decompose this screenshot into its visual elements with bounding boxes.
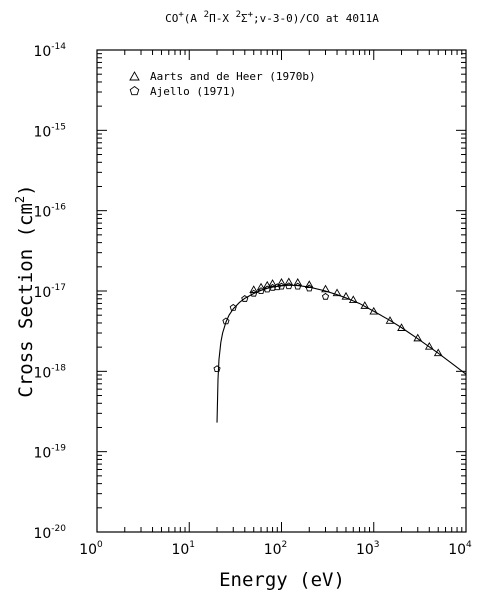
fit-curve (216, 284, 467, 423)
data-point-pentagon (294, 282, 302, 290)
series-aarts-de-heer (249, 277, 443, 357)
data-point-triangle (413, 333, 423, 342)
data-point-triangle (293, 278, 303, 286)
chart-title: CO+(A 2Π-X 2Σ+;v-3-0)/CO at 4011A (165, 10, 379, 25)
data-point-pentagon (273, 283, 281, 291)
legend-item-aarts: Aarts and de Heer (1970b) (129, 70, 316, 83)
y-tick-label: 10-14 (33, 42, 66, 60)
data-point-triangle (397, 323, 406, 331)
y-axis-tick-labels: 10-14 10-15 10-16 10-17 10-18 10-19 10-20 (33, 42, 66, 542)
data-point-triangle (348, 295, 358, 303)
y-tick-label: 10-16 (33, 203, 66, 221)
data-point-triangle (249, 285, 259, 293)
y-tick-label: 10-20 (33, 524, 66, 542)
data-point-pentagon (229, 303, 237, 311)
x-tick-label: 104 (448, 540, 472, 558)
data-point-pentagon (257, 287, 265, 295)
data-point-pentagon (222, 317, 230, 325)
data-point-triangle (304, 280, 314, 288)
data-point-pentagon (213, 365, 221, 373)
x-axis-ticks (96, 50, 463, 532)
x-axis-title: Energy (eV) (219, 569, 345, 591)
x-tick-label: 103 (356, 540, 380, 558)
x-tick-label: 100 (79, 540, 103, 558)
series-ajello (213, 282, 330, 373)
data-point-triangle (433, 348, 443, 357)
y-tick-label: 10-17 (33, 283, 66, 301)
data-point-pentagon (250, 289, 258, 297)
legend: Aarts and de Heer (1970b) Ajello (1971) (129, 70, 316, 98)
legend-label-ajello: Ajello (1971) (150, 85, 236, 98)
data-point-triangle (262, 280, 272, 289)
legend-label-aarts: Aarts and de Heer (1970b) (150, 70, 316, 83)
data-point-triangle (268, 279, 277, 287)
data-point-triangle (369, 306, 379, 315)
data-point-pentagon (241, 295, 249, 302)
data-point-triangle (284, 277, 294, 286)
data-point-triangle (385, 316, 395, 324)
data-point-pentagon (268, 283, 277, 291)
plot-frame (96, 49, 467, 533)
data-point-pentagon (277, 282, 286, 290)
legend-pentagon-marker (129, 85, 140, 96)
data-point-triangle (256, 282, 266, 291)
data-point-pentagon (321, 292, 330, 300)
data-point-triangle (321, 284, 330, 293)
data-point-pentagon (305, 284, 313, 292)
data-point-triangle (424, 341, 434, 350)
x-axis-tick-labels: 100 101 102 103 104 (79, 540, 472, 558)
plot-area: 100 101 102 103 104 10-1410-1510-1610-1710-1… (33, 42, 472, 558)
y-tick-label: 10-19 (33, 444, 66, 462)
x-tick-label: 101 (171, 540, 195, 558)
y-axis-title: Cross Section (cm2) (13, 184, 37, 397)
data-point-triangle (341, 291, 351, 300)
y-tick-label: 10-15 (33, 122, 66, 140)
data-point-pentagon (285, 282, 293, 290)
legend-item-ajello: Ajello (1971) (129, 85, 236, 98)
data-point-triangle (360, 301, 370, 309)
x-tick-label: 102 (264, 540, 288, 558)
data-point-triangle (332, 288, 342, 297)
y-axis-ticks (97, 53, 466, 533)
legend-triangle-marker (129, 71, 140, 81)
y-tick-label: 10-18 (33, 363, 66, 381)
data-point-triangle (277, 278, 286, 286)
